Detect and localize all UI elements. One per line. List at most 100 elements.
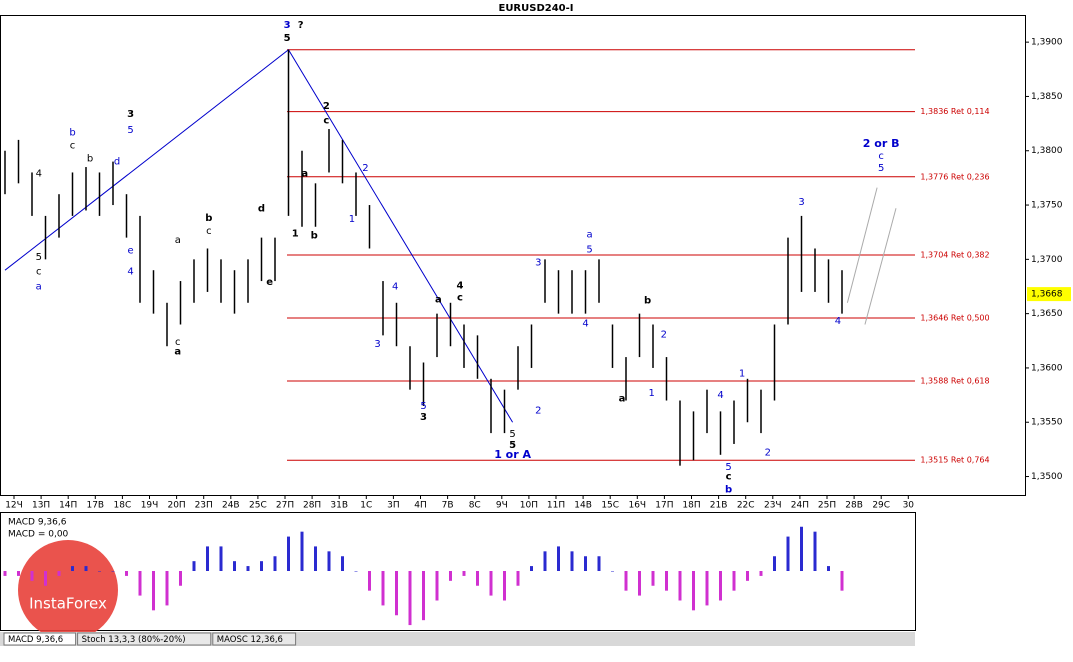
macd-bar (665, 571, 668, 591)
wave-label: 3 (420, 412, 427, 423)
x-tick-label: 24В (222, 501, 240, 511)
x-tick-label: 30 (903, 501, 915, 511)
y-tick-label: 1,3700 (1031, 255, 1063, 265)
x-tick-label: 23Ч (764, 501, 782, 511)
wave-label: 4 (582, 318, 588, 329)
macd-value: MACD = 0,00 (8, 530, 69, 540)
x-tick-label: 18П (682, 501, 700, 511)
wave-label: c (323, 115, 329, 126)
macd-bar (368, 571, 371, 591)
tab-label: Stoch 13,3,3 (80%-20%) (82, 635, 186, 645)
wave-label: b (87, 153, 93, 164)
x-tick-label: 27П (276, 501, 294, 511)
macd-bar (692, 571, 695, 611)
macd-bar (354, 571, 358, 572)
wave-label: 1 or A (494, 448, 531, 461)
macd-bar (435, 571, 439, 601)
x-tick-label: 21В (710, 501, 728, 511)
x-tick-label: 22С (737, 501, 755, 511)
wave-label: a (175, 235, 181, 246)
macd-bar (233, 561, 236, 571)
wave-label: 5 (878, 163, 884, 174)
wave-label: a (435, 295, 442, 306)
x-tick-label: 28П (303, 501, 321, 511)
x-tick-label: 20П (167, 501, 185, 511)
wave-label: c (206, 226, 212, 237)
x-tick-label: 13П (32, 501, 50, 511)
level-label: 1,3836 Ret 0,114 (920, 107, 989, 116)
wave-label: 4 (36, 169, 42, 180)
wave-label: 3 (798, 197, 804, 208)
y-tick-label: 1,3650 (1031, 309, 1063, 319)
wave-label: a (301, 169, 308, 180)
wave-label: 2 or B (863, 137, 900, 150)
x-tick-label: 12Ч (5, 501, 23, 511)
wave-label: a (619, 393, 626, 404)
x-tick-label: 25С (249, 501, 267, 511)
macd-bar (381, 571, 385, 606)
macd-bar (408, 571, 412, 626)
macd-bar (719, 571, 722, 601)
wave-label: 5 (127, 125, 133, 136)
tab (77, 632, 212, 646)
level-label: 1,3646 Ret 0,500 (920, 313, 989, 322)
macd-bar (179, 571, 182, 586)
macd-bar (624, 571, 628, 591)
wave-label: c (36, 266, 42, 277)
macd-bar (111, 571, 115, 572)
macd-bar (476, 571, 479, 586)
price-frame (0, 15, 1026, 496)
macd-bar (71, 566, 74, 571)
wave-label: b (205, 213, 212, 224)
y-tick-label: 1,3500 (1031, 472, 1063, 482)
macd-bar (746, 571, 749, 581)
tab (212, 632, 297, 646)
level-label: 1,3776 Ret 0,236 (920, 172, 989, 181)
x-tick-label: 14П (59, 501, 77, 511)
macd-bar (557, 546, 560, 571)
macd-bar (327, 551, 331, 571)
wave-label: 3 (374, 339, 380, 350)
x-tick-label: 17В (86, 501, 104, 511)
wave-label: 4 (127, 266, 133, 277)
wave-label: 4 (717, 390, 723, 401)
wave-label: ? (298, 20, 304, 31)
wave-label: a (36, 281, 42, 292)
wave-label: 2 (323, 101, 330, 112)
x-tick-label: 31В (330, 501, 348, 511)
wave-label: 5 (725, 462, 731, 473)
wave-label: 5 (509, 429, 515, 440)
macd-bar (800, 526, 803, 571)
x-tick-label: 10П (520, 501, 538, 511)
y-tick-label: 1,3550 (1031, 418, 1063, 428)
macd-bar (30, 571, 34, 581)
wave-label: 2 (535, 405, 541, 416)
x-tick-label: 19Ч (141, 501, 159, 511)
wave-label: 1 (292, 228, 299, 239)
wave-label: c (70, 140, 76, 151)
y-tick-label: 1,3850 (1031, 92, 1063, 102)
macd-bar (530, 566, 533, 571)
macd-bar (287, 536, 290, 571)
macd-bar (489, 571, 493, 596)
wave-label: a (174, 347, 181, 358)
macd-bar (314, 546, 317, 571)
wave-label: b (725, 485, 732, 496)
macd-bar (732, 571, 736, 591)
macd-label: MACD 9,36,6 (8, 518, 67, 528)
macd-bar (543, 551, 547, 571)
macd-bar (597, 556, 601, 571)
tab-label: MAOSC 12,36,6 (217, 635, 283, 645)
x-tick-label: 4П (414, 501, 427, 511)
macd-bar (678, 571, 682, 601)
x-tick-label: 25П (818, 501, 836, 511)
wave-label: e (266, 277, 273, 288)
x-tick-label: 29С (872, 501, 890, 511)
x-tick-label: 24П (791, 501, 809, 511)
level-label: 1,3704 Ret 0,382 (920, 251, 989, 260)
x-tick-label: 9Ч (496, 501, 508, 511)
macd-bar (705, 571, 709, 606)
wave-label: 4 (392, 281, 398, 292)
wave-label: d (114, 157, 120, 168)
